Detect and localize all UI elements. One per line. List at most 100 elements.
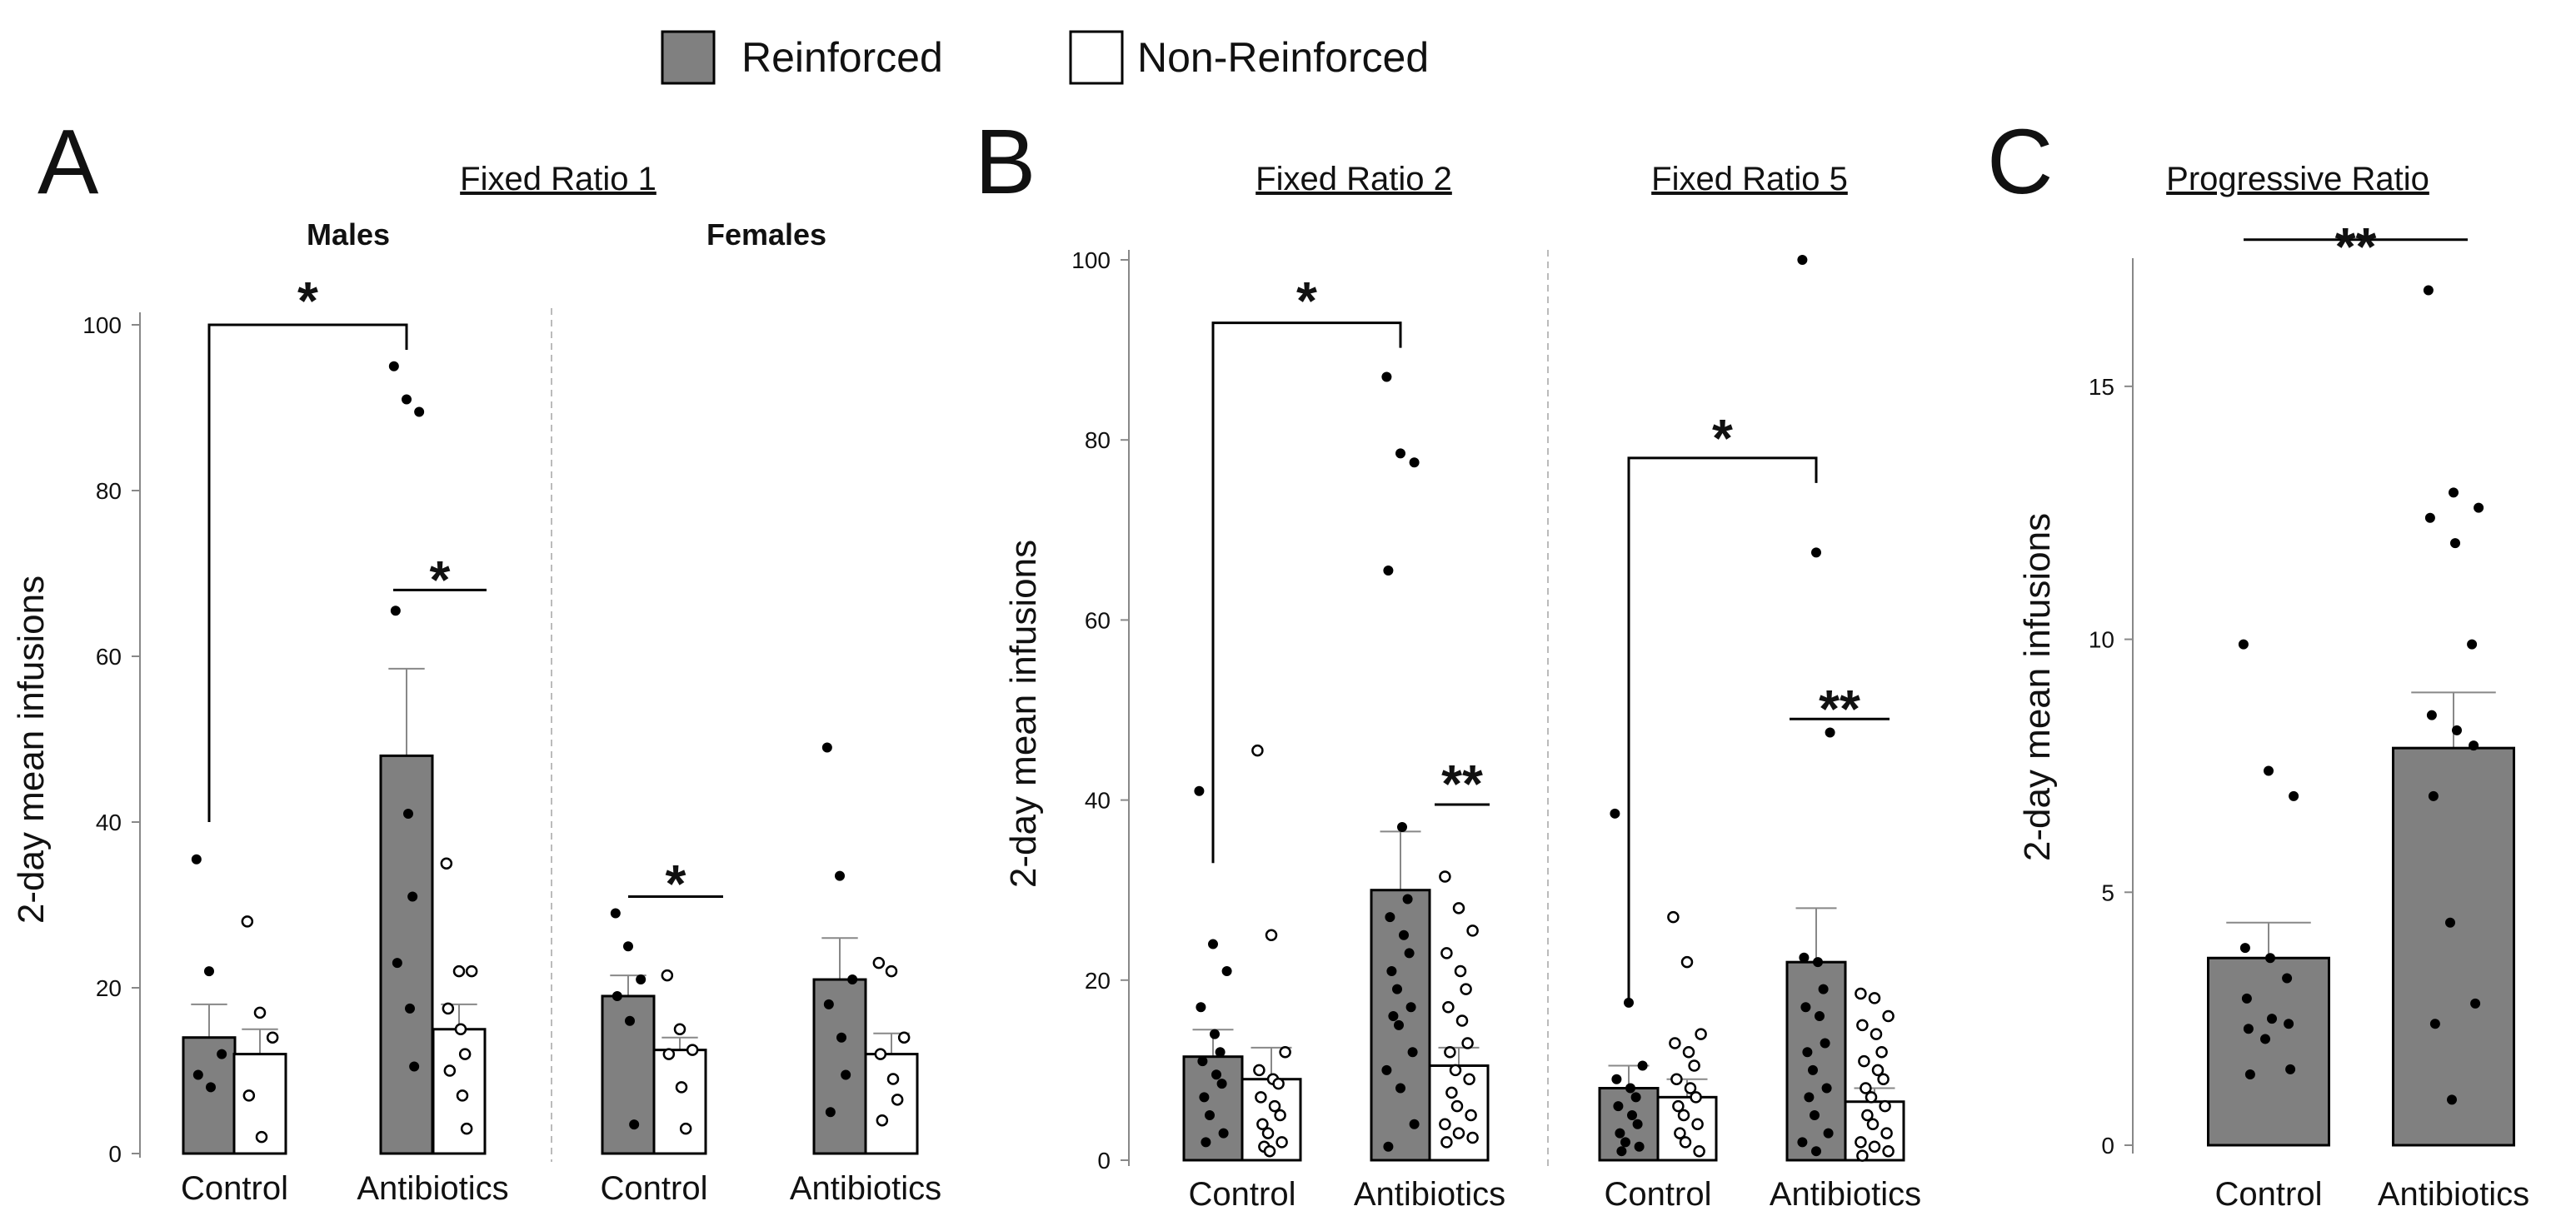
point-non-reinforced — [1868, 992, 1881, 1004]
point-reinforced — [2424, 512, 2435, 523]
category-label: Control — [181, 1170, 288, 1207]
point-reinforced — [2243, 1024, 2254, 1034]
point-reinforced — [2241, 993, 2252, 1004]
point-non-reinforced — [1274, 1109, 1286, 1122]
point-reinforced — [2264, 765, 2274, 776]
point-non-reinforced — [1858, 1054, 1870, 1068]
point-reinforced — [636, 974, 646, 985]
point-reinforced — [1407, 1047, 1418, 1058]
point-non-reinforced — [1439, 1118, 1451, 1131]
point-non-reinforced — [1279, 1046, 1291, 1059]
point-non-reinforced — [1455, 1014, 1469, 1027]
significance-marker: * — [666, 854, 686, 914]
point-reinforced — [2285, 1064, 2296, 1074]
point-non-reinforced — [1460, 983, 1472, 995]
point-reinforced — [1810, 1109, 1820, 1120]
point-reinforced — [2449, 487, 2459, 498]
point-non-reinforced — [662, 1048, 676, 1060]
y-tick-label: 100 — [82, 312, 122, 338]
point-reinforced — [2239, 943, 2250, 954]
ylabel-a: 2-day mean infusions — [11, 576, 52, 924]
point-non-reinforced — [255, 1130, 268, 1144]
point-reinforced — [2265, 953, 2275, 964]
point-non-reinforced — [1268, 1099, 1281, 1113]
point-reinforced — [1402, 894, 1413, 905]
point-reinforced — [1392, 984, 1402, 994]
bar-reinforced — [1785, 960, 1847, 1162]
point-reinforced — [2267, 1014, 2277, 1024]
legend: Reinforced Non-Reinforced — [661, 30, 1429, 85]
point-non-reinforced — [1445, 1086, 1458, 1099]
point-reinforced — [409, 1061, 420, 1072]
point-reinforced — [2429, 1019, 2440, 1029]
point-non-reinforced — [1691, 1118, 1704, 1131]
point-reinforced — [1818, 984, 1829, 994]
point-non-reinforced — [241, 915, 254, 928]
point-non-reinforced — [1442, 1000, 1455, 1014]
point-reinforced — [1383, 565, 1394, 576]
bar-non-reinforced — [652, 1049, 707, 1155]
point-non-reinforced — [1880, 1127, 1893, 1139]
point-reinforced — [1825, 727, 1835, 738]
point-reinforced — [823, 999, 834, 1009]
point-reinforced — [1610, 808, 1620, 819]
y-tick-label: 10 — [2089, 627, 2114, 653]
point-non-reinforced — [1695, 1028, 1707, 1040]
point-non-reinforced — [1452, 902, 1465, 915]
legend-swatch-reinforced — [661, 30, 716, 85]
point-non-reinforced — [1882, 1144, 1895, 1158]
point-non-reinforced — [1693, 1144, 1705, 1158]
bar-reinforced — [2392, 746, 2515, 1147]
point-reinforced — [1404, 948, 1415, 959]
bar-reinforced — [812, 978, 867, 1155]
bar-non-reinforced — [1656, 1095, 1718, 1162]
point-reinforced — [206, 1082, 216, 1093]
y-tick-label: 15 — [2089, 374, 2114, 400]
point-reinforced — [1394, 1019, 1404, 1030]
point-non-reinforced — [1672, 1099, 1685, 1113]
point-non-reinforced — [1882, 1009, 1895, 1023]
point-reinforced — [623, 941, 633, 952]
point-non-reinforced — [897, 1031, 911, 1044]
point-non-reinforced — [458, 1048, 472, 1060]
point-reinforced — [2284, 1019, 2294, 1029]
point-reinforced — [1630, 1092, 1641, 1103]
significance-marker: * — [1296, 271, 1317, 331]
point-reinforced — [1820, 1038, 1830, 1049]
point-reinforced — [1385, 912, 1395, 923]
point-reinforced — [1815, 1011, 1825, 1022]
panel-letter-a: A — [37, 111, 99, 213]
significance-marker: * — [430, 550, 451, 610]
point-reinforced — [2238, 639, 2249, 650]
point-reinforced — [217, 1049, 227, 1059]
panel-title-c: Progressive Ratio — [2166, 161, 2429, 197]
point-reinforced — [2470, 998, 2481, 1009]
point-non-reinforced — [266, 1031, 279, 1044]
point-reinforced — [1388, 1011, 1399, 1022]
point-reinforced — [1409, 1119, 1420, 1129]
point-non-reinforced — [1463, 1073, 1475, 1085]
point-non-reinforced — [885, 964, 898, 978]
point-non-reinforced — [1466, 924, 1479, 937]
point-non-reinforced — [454, 1023, 467, 1035]
point-reinforced — [629, 1119, 640, 1130]
point-reinforced — [1616, 1146, 1627, 1157]
bar-non-reinforced — [864, 1053, 919, 1155]
point-non-reinforced — [1465, 1109, 1477, 1122]
point-non-reinforced — [440, 857, 453, 870]
point-non-reinforced — [1690, 1091, 1702, 1104]
significance-bracket — [1627, 456, 1818, 999]
point-non-reinforced — [673, 1023, 686, 1035]
y-tick-label: 20 — [1085, 968, 1111, 994]
y-tick-label: 0 — [2101, 1133, 2114, 1159]
significance-marker: ** — [1819, 679, 1860, 739]
point-non-reinforced — [876, 1114, 889, 1127]
point-reinforced — [191, 854, 202, 865]
panel-letter-b: B — [975, 111, 1036, 213]
point-reinforced — [1627, 1109, 1637, 1120]
point-non-reinforced — [675, 1081, 688, 1094]
point-non-reinforced — [1440, 947, 1453, 959]
point-non-reinforced — [1871, 1064, 1885, 1077]
